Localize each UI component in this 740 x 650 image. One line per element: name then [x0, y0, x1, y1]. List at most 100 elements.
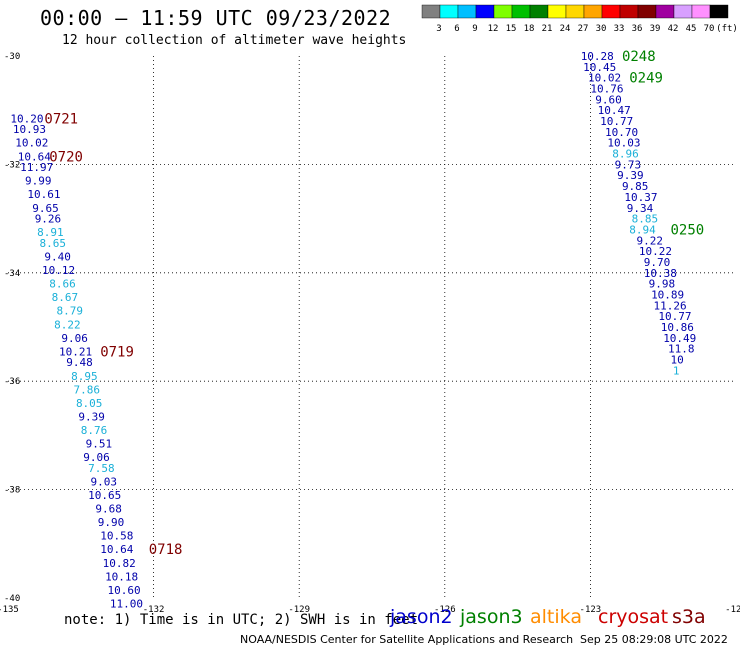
x-tick-label: -129: [288, 605, 310, 615]
swh-value-label: 9.40: [44, 251, 71, 264]
swh-value-label: 9.90: [98, 516, 125, 529]
swh-value-label: 7.86: [74, 383, 101, 396]
legend-label: 24: [560, 24, 571, 34]
legend-label: 18: [524, 24, 535, 34]
swh-value-label: 9.98: [649, 278, 676, 291]
swh-value-label: 10.65: [88, 489, 121, 502]
time-annotation: 0721: [44, 111, 78, 127]
y-tick-label: -32: [4, 160, 20, 170]
legend-label: 9: [472, 24, 477, 34]
footnote: note: 1) Time is in UTC; 2) SWH is in fe…: [64, 612, 419, 628]
legend-label: 27: [578, 24, 589, 34]
swh-value-label: 1: [673, 364, 680, 377]
swh-value-label: 8.65: [40, 237, 66, 250]
legend-swatch: [709, 4, 729, 19]
swh-value-label: 10.18: [105, 570, 138, 583]
time-annotation: 0249: [629, 71, 663, 87]
swh-value-label: 10.82: [103, 557, 136, 570]
swh-value-label: 8.76: [81, 424, 108, 437]
swh-value-label: 8.05: [76, 397, 103, 410]
x-tick-label: -135: [0, 605, 19, 615]
y-tick-label: -40: [4, 594, 20, 604]
swh-value-label: 10.61: [27, 188, 60, 201]
time-annotation: 0250: [670, 222, 704, 238]
time-annotation: 0720: [49, 149, 83, 165]
legend-label: 33: [614, 24, 625, 34]
swh-value-label: 10.60: [107, 584, 140, 597]
satellite-legend-jason2: jason2: [390, 606, 453, 628]
swh-value-label: 10.58: [100, 530, 133, 543]
swh-value-label: 10.28: [581, 50, 614, 63]
swh-value-label: 8.91: [37, 226, 64, 239]
swh-value-label: 10.77: [600, 115, 633, 128]
chart-subtitle: 12 hour collection of altimeter wave hei…: [62, 33, 407, 48]
swh-value-label: 10.45: [583, 61, 616, 74]
swh-value-label: 10.47: [598, 104, 631, 117]
chart-title: 00:00 – 11:59 UTC 09/23/2022: [40, 6, 392, 30]
swh-value-label: 8.22: [54, 318, 81, 331]
swh-value-label: 11.00: [110, 597, 143, 610]
legend-label: 42: [668, 24, 679, 34]
swh-value-label: 10.76: [590, 83, 623, 96]
y-tick-label: -38: [4, 486, 20, 496]
swh-value-label: 8.94: [629, 223, 656, 236]
swh-value-label: 9.26: [35, 213, 62, 226]
swh-value-label: 10.70: [605, 126, 638, 139]
time-annotation: 0719: [100, 344, 134, 360]
swh-value-label: 9.70: [644, 256, 671, 269]
legend-label: 3: [436, 24, 441, 34]
color-legend: 3 6 9 12 15 18 21 24 27 30 33 36 39 42 45 70 (ft): [421, 4, 738, 34]
swh-value-label: 9.68: [95, 503, 122, 516]
legend-label: 12: [488, 24, 499, 34]
swh-value-label: 11.97: [20, 161, 53, 174]
swh-value-label: 9.06: [61, 332, 88, 345]
legend-label: 15: [506, 24, 517, 34]
y-tick-label: -34: [4, 269, 20, 279]
swh-value-label: 10.02: [15, 137, 48, 150]
x-tick-label: -126: [434, 605, 456, 615]
swh-value-label: 8.95: [71, 370, 98, 383]
y-tick-label: -30: [4, 52, 20, 62]
x-tick-label: -120: [725, 605, 740, 615]
swh-value-label: 10.02: [588, 72, 621, 85]
swh-value-label: 11.26: [653, 299, 686, 312]
legend-label: 36: [632, 24, 643, 34]
swh-value-label: 10.38: [644, 267, 677, 280]
satellite-legend-altika: altika: [530, 606, 582, 628]
swh-value-label: 9.73: [615, 158, 642, 171]
x-tick-label: -123: [580, 605, 602, 615]
swh-value-label: 10.37: [624, 191, 657, 204]
swh-value-label: 9.22: [637, 234, 664, 247]
legend-label: (ft): [716, 24, 738, 34]
swh-value-label: 8.79: [57, 305, 84, 318]
swh-value-label: 7.58: [88, 462, 115, 475]
swh-value-label: 10.77: [658, 310, 691, 323]
swh-value-label: 10.86: [661, 321, 694, 334]
legend-label: 21: [542, 24, 553, 34]
swh-value-label: 9.60: [595, 93, 622, 106]
swh-value-label: 8.67: [52, 291, 79, 304]
swh-value-label: 9.51: [86, 438, 113, 451]
swh-value-label: 10.49: [663, 332, 696, 345]
swh-value-label: 10: [670, 354, 683, 367]
swh-value-label: 9.39: [617, 169, 644, 182]
swh-value-label: 10.20: [10, 112, 43, 125]
generated-timestamp: Sep 25 08:29:08 UTC 2022: [580, 633, 728, 646]
swh-value-label: 9.48: [66, 356, 93, 369]
swh-value-label: 10.64: [18, 150, 51, 163]
legend-label: 45: [686, 24, 697, 34]
swh-value-label: 10.89: [651, 288, 684, 301]
legend-label: 70: [704, 24, 715, 34]
satellite-legend-jason3: jason3: [460, 606, 523, 628]
x-tick-label: -132: [143, 605, 165, 615]
swh-value-label: 9.65: [32, 202, 59, 215]
time-annotation: 0718: [149, 542, 183, 558]
swh-value-label: 10.64: [100, 543, 133, 556]
swh-value-label: 9.99: [25, 175, 51, 188]
swh-value-label: 10.22: [639, 245, 672, 258]
credit-line: NOAA/NESDIS Center for Satellite Applica…: [240, 633, 574, 646]
swh-value-label: 9.39: [78, 410, 105, 423]
time-annotation: 0248: [622, 49, 656, 65]
